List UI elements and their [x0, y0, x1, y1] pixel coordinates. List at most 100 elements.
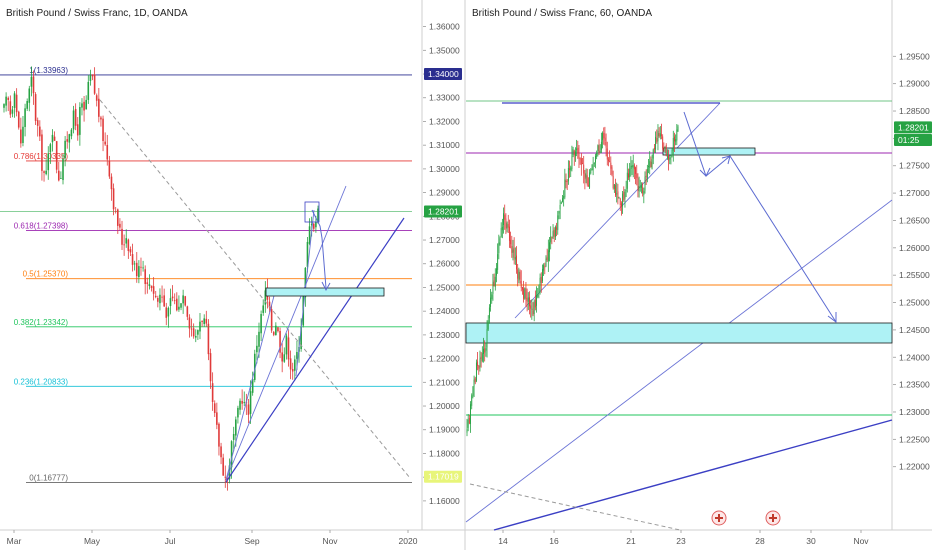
candle-body: [315, 221, 317, 228]
candle-body: [503, 213, 504, 225]
candle-body: [102, 118, 104, 141]
left-top-box: [304, 201, 320, 223]
time-tick-label: Nov: [853, 536, 869, 546]
time-tick-label: 21: [626, 536, 636, 546]
candle-body: [100, 117, 102, 120]
price-tick-label: 1.25500: [899, 270, 930, 280]
candle-body: [28, 88, 31, 103]
candle-body: [512, 249, 514, 253]
candle-body: [652, 149, 654, 159]
price-tick-label: 1.27000: [429, 235, 460, 245]
candle-body: [571, 156, 573, 170]
candle-body: [600, 141, 602, 150]
candle-body: [545, 258, 547, 267]
right-demand-zone[interactable]: [465, 322, 893, 344]
candle-body: [547, 250, 549, 262]
candle-body: [207, 323, 210, 355]
candle-body: [205, 318, 208, 324]
candle-body: [49, 144, 52, 153]
right-small-zone[interactable]: [662, 147, 756, 156]
candle-body: [506, 223, 508, 229]
candle-body: [615, 185, 616, 196]
candle-body: [574, 151, 576, 157]
candle-body: [230, 441, 233, 468]
candle-body: [43, 171, 45, 173]
candle-body: [220, 446, 222, 458]
candle-body: [562, 198, 563, 202]
price-tag-label: 1.34000: [428, 69, 459, 79]
candle-body: [521, 287, 523, 290]
price-tag-box: [894, 134, 932, 147]
candle-body: [624, 191, 626, 199]
price-tick-label: 1.33000: [429, 93, 460, 103]
price-tick-label: 1.28500: [899, 106, 930, 116]
candle-body: [159, 294, 161, 304]
candle-body: [610, 162, 612, 169]
candle-body: [484, 348, 486, 353]
time-tick-label: Mar: [7, 536, 22, 546]
uk-flag-event-icon[interactable]: [765, 510, 781, 526]
price-tag-label: 1.17019: [428, 472, 459, 482]
candle-body: [129, 249, 132, 253]
price-tick-label: 1.25000: [899, 298, 930, 308]
candle-body: [146, 282, 149, 285]
left-dashed-trendline: [99, 99, 411, 479]
left-time-axis: Mar May Jul Sep Nov 2020: [7, 530, 418, 546]
candle-body: [83, 101, 85, 111]
candle-body: [661, 134, 662, 136]
candle-body: [481, 353, 483, 361]
candle-body: [642, 187, 644, 194]
price-tag-box: [424, 205, 462, 218]
price-tick-label: 1.30000: [429, 164, 460, 174]
candle-body: [32, 76, 35, 94]
price-tag-label: 01:25: [898, 135, 920, 145]
price-tick-label: 1.22000: [429, 354, 460, 364]
candle-body: [672, 137, 674, 151]
time-tick-label: 14: [498, 536, 508, 546]
candle-body: [498, 242, 500, 254]
candle-body: [572, 149, 574, 156]
uk-flag-event-icon[interactable]: [711, 510, 727, 526]
right-event-markers[interactable]: [711, 510, 781, 526]
candle-body: [539, 277, 541, 286]
candle-body: [523, 288, 525, 299]
right-chart-panel[interactable]: 1.295001.290001.285001.280001.275001.270…: [465, 0, 932, 546]
candle-body: [211, 383, 214, 402]
candle-body: [53, 136, 56, 141]
candle-body: [648, 166, 649, 168]
price-tick-label: 1.26500: [899, 215, 930, 225]
candle-body: [184, 296, 187, 306]
candle-body: [666, 156, 668, 157]
candle-body: [296, 352, 298, 359]
candle-body: [121, 228, 123, 245]
candle-body: [138, 266, 140, 278]
candle-body: [85, 99, 87, 110]
price-tick-label: 1.20000: [429, 401, 460, 411]
left-projection-path: [311, 209, 327, 289]
candle-body: [142, 267, 144, 269]
candle-body: [559, 205, 561, 210]
left-chart-panel[interactable]: 1(1.33963) 0.786(1.30335) 0.618(1.27398) 0.…: [0, 0, 462, 546]
time-tick-label: Nov: [322, 536, 338, 546]
price-tick-label: 1.22500: [899, 434, 930, 444]
candle-body: [595, 155, 596, 163]
candle-body: [613, 184, 615, 189]
candle-body: [87, 81, 90, 100]
price-tick-label: 1.19000: [429, 425, 460, 435]
candle-body: [513, 247, 515, 258]
candle-body: [657, 130, 659, 142]
candle-body: [486, 329, 488, 348]
price-tick-label: 1.25000: [429, 282, 460, 292]
candle-body: [277, 327, 279, 332]
candle-body: [157, 298, 159, 302]
candle-body: [127, 239, 130, 251]
candle-body: [504, 214, 506, 220]
candle-body: [310, 224, 313, 226]
price-tick-label: 1.24000: [429, 306, 460, 316]
candle-body: [260, 314, 262, 334]
candle-body: [625, 190, 627, 191]
candle-body: [650, 161, 652, 168]
candle-body: [599, 150, 601, 154]
candle-body: [553, 229, 555, 237]
left-demand-zone[interactable]: [265, 287, 385, 297]
